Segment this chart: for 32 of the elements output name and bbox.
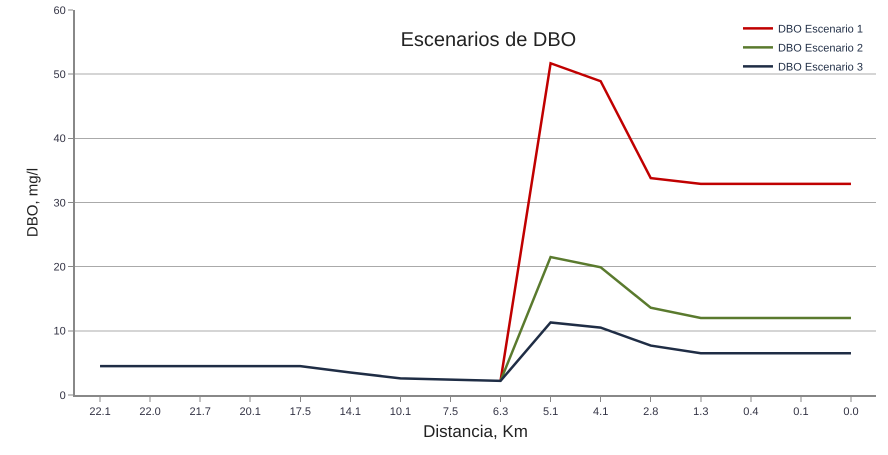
x-tick-label: 5.1 <box>542 406 558 418</box>
x-tick-label: 17.5 <box>290 406 311 418</box>
y-tick-label: 30 <box>54 197 66 210</box>
x-tick-label: 0.1 <box>793 406 809 418</box>
x-tick-label: 14.1 <box>340 406 362 418</box>
legend-label: DBO Escenario 2 <box>778 42 863 55</box>
x-tick-label: 21.7 <box>189 406 211 418</box>
y-tick-label: 20 <box>54 262 66 274</box>
y-tick-label: 0 <box>60 390 66 402</box>
y-tick-label: 50 <box>54 69 66 82</box>
x-tick-label: 2.8 <box>643 406 658 418</box>
y-tick-label: 40 <box>54 133 66 146</box>
x-tick-label: 0.0 <box>843 406 859 418</box>
x-tick-label: 10.1 <box>390 406 412 418</box>
x-axis-title: Distancia, Km <box>423 422 528 442</box>
line-series <box>499 62 852 382</box>
line-series <box>98 321 852 382</box>
x-tick-label: 6.3 <box>492 406 508 418</box>
x-tick-label: 20.1 <box>240 406 261 418</box>
line-series <box>499 256 852 382</box>
legend-label: DBO Escenario 3 <box>778 62 863 74</box>
x-tick-label: 4.1 <box>593 406 608 418</box>
x-tick-label: 1.3 <box>693 406 708 418</box>
legend-label: DBO Escenario 1 <box>778 24 863 36</box>
y-tick-label: 10 <box>54 326 66 338</box>
text: Escenarios de DBO <box>400 28 576 51</box>
x-tick-label: 22.0 <box>139 406 161 418</box>
x-tick-label: 7.5 <box>442 406 458 418</box>
y-tick-label: 60 <box>54 4 66 17</box>
y-axis-title: DBO, mg/l <box>24 168 42 238</box>
x-tick-label: 22.1 <box>89 406 111 418</box>
x-tick-label: 0.4 <box>743 406 758 418</box>
